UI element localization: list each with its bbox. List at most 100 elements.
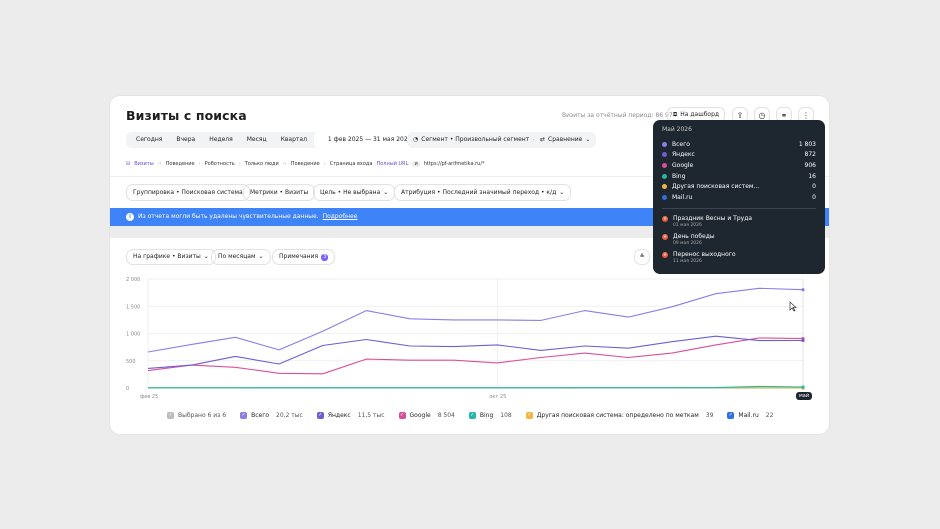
note-icon: H <box>662 233 668 240</box>
breadcrumb: ⛁ Визиты ›› Поведение › Роботность › Тол… <box>126 161 485 167</box>
chart-metric-label: На графике • Визиты <box>133 253 201 260</box>
tooltip-value: 0 <box>812 183 816 191</box>
notice-more-link[interactable]: Подробнее <box>322 213 358 220</box>
metrics-select[interactable]: Метрики • Визиты <box>243 184 316 201</box>
tooltip-value: 1 803 <box>798 140 816 148</box>
metrics-label: Метрики • Визиты <box>250 189 309 196</box>
legend-item[interactable]: ✓ Google 8 504 <box>398 412 455 419</box>
checkbox-icon: ✓ <box>468 412 476 419</box>
preset-today[interactable]: Сегодня <box>136 136 163 143</box>
tooltip-note: H Праздник Весны и Труда 01 мая 2026 <box>662 215 816 228</box>
legend-item[interactable]: ✓ Mail.ru 22 <box>727 412 773 419</box>
breadcrumb-item[interactable]: Полный URL <box>376 161 409 167</box>
note-date: 11 мая 2026 <box>673 258 702 264</box>
note-date: 09 мая 2026 <box>673 240 702 246</box>
dashboard-icon: ⧉ <box>673 111 678 118</box>
legend-label: Другая поисковая система: определено по … <box>536 412 699 419</box>
tooltip-note: H Перенос выходного 11 мая 2026 <box>662 251 816 264</box>
series-dot-icon <box>662 194 667 200</box>
legend-label: Mail.ru <box>738 412 759 419</box>
chevron-down-icon: ⌄ <box>203 253 209 260</box>
checkbox-icon: ✓ <box>398 412 406 419</box>
segment-label: Сегмент • Произвольный сегмент <box>421 136 530 143</box>
grouping-select[interactable]: Группировка • Поисковая система <box>126 184 250 201</box>
section-divider <box>110 226 829 238</box>
tooltip-value: 906 <box>804 161 816 169</box>
tooltip-value: 872 <box>804 151 816 159</box>
breadcrumb-item[interactable]: Страница входа <box>329 161 373 167</box>
breadcrumb-item[interactable]: Роботность <box>204 161 235 167</box>
dashboard-label: На дашборд <box>680 111 720 118</box>
chart-metric-select[interactable]: На графике • Визиты ⌄ <box>126 249 216 265</box>
chart-type-button[interactable]: ≚ <box>634 249 650 265</box>
tooltip-title: Май 2026 <box>662 126 692 133</box>
breadcrumb-operator: и <box>412 161 420 167</box>
attribution-label: Атрибуция • Последний значимый переход •… <box>401 189 557 196</box>
legend-label: Всего <box>251 412 270 419</box>
x-axis-cursor-tag: май <box>796 392 813 400</box>
preset-quarter[interactable]: Квартал <box>280 136 307 143</box>
upload-icon: ⇪ <box>736 110 744 120</box>
legend-label: Google <box>409 412 431 419</box>
legend-value: 11,5 тыс <box>357 412 385 419</box>
legend-item[interactable]: ✓ Всего 20,2 тыс <box>240 412 303 419</box>
segment-icon: ◔ <box>413 136 419 143</box>
breadcrumb-separator: ›› <box>157 161 162 167</box>
breadcrumb-separator: › <box>323 161 326 167</box>
series-dot-icon <box>662 152 667 158</box>
compare-select[interactable]: ⇄ Сравнение ⌄ <box>534 132 597 148</box>
tooltip-value: 16 <box>808 172 816 180</box>
note-icon: H <box>662 215 668 222</box>
breadcrumb-item[interactable]: Поведение <box>165 161 195 167</box>
checkbox-icon: ✓ <box>727 412 735 419</box>
notes-button[interactable]: Примечания 3 <box>272 249 336 265</box>
goal-label: Цель • Не выбрана <box>320 189 381 196</box>
legend-item[interactable]: ✓ Яндекс 11,5 тыс <box>316 412 385 419</box>
checkbox-icon: ✓ <box>525 412 533 419</box>
breadcrumb-separator: › <box>198 161 201 167</box>
compare-icon: ⇄ <box>540 136 546 143</box>
legend-select-all[interactable]: ✓ Выбрано 6 из 6 <box>167 412 226 419</box>
notes-label: Примечания <box>279 253 319 260</box>
note-icon: H <box>662 251 668 258</box>
preset-yesterday[interactable]: Вчера <box>176 136 196 143</box>
chart-tooltip: Май 2026 Всего 1 803 Яндекс 872 Google 906 … <box>653 120 825 274</box>
preset-month[interactable]: Месяц <box>246 136 267 143</box>
note-title: День победы <box>673 232 715 240</box>
chevron-down-icon: ⌄ <box>559 189 565 196</box>
tooltip-note: H День победы 09 мая 2026 <box>662 233 816 246</box>
visits-icon: ⛁ <box>126 161 131 167</box>
preset-week[interactable]: Неделя <box>209 136 233 143</box>
mouse-cursor-icon <box>789 301 797 312</box>
more-icon: ⋮ <box>802 110 810 120</box>
breadcrumb-root[interactable]: Визиты <box>134 161 154 167</box>
detalization-label: По месяцам <box>218 253 256 260</box>
segment-select[interactable]: ◔ Сегмент • Произвольный сегмент ⌄ <box>407 132 544 148</box>
legend-item[interactable]: ✓ Bing 108 <box>468 412 512 419</box>
breadcrumb-item[interactable]: Только люди <box>244 161 279 167</box>
grouping-label: Группировка • Поисковая система <box>133 189 243 196</box>
attribution-select[interactable]: Атрибуция • Последний значимый переход •… <box>394 184 572 201</box>
legend-item[interactable]: ✓ Другая поисковая система: определено по… <box>525 412 713 419</box>
note-title: Перенос выходного <box>673 250 736 258</box>
checkbox-icon: ✓ <box>316 412 324 419</box>
chart-legend: ✓ Выбрано 6 из 6 ✓ Всего 20,2 тыс ✓ Яндекс 11… <box>167 412 773 419</box>
filters-bar: Группировка • Поисковая система Метрики … <box>110 176 829 208</box>
date-range-label: 1 фев 2025 — 31 мая 2026 <box>327 136 412 143</box>
tooltip-row: Mail.ru 0 <box>662 192 816 203</box>
tooltip-row: Google 906 <box>662 160 816 171</box>
breadcrumb-item[interactable]: Поведение <box>290 161 320 167</box>
tooltip-label: Всего <box>672 140 690 148</box>
legend-label: Яндекс <box>327 412 351 419</box>
link-icon: ⚭ <box>780 110 788 120</box>
breadcrumb-separator: ›› <box>282 161 287 167</box>
chevron-down-icon: ⌄ <box>585 136 591 143</box>
tooltip-label: Яндекс <box>672 151 695 159</box>
tooltip-row: Яндекс 872 <box>662 150 816 161</box>
detalization-select[interactable]: По месяцам ⌄ <box>211 249 271 265</box>
breadcrumb-url[interactable]: https://pf-arifmetika.ru/* <box>423 161 485 167</box>
notes-count-badge: 3 <box>321 253 329 261</box>
chart-type-icon: ≚ <box>639 253 645 260</box>
tooltip-label: Google <box>672 161 694 169</box>
goal-select[interactable]: Цель • Не выбрана ⌄ <box>313 184 396 201</box>
